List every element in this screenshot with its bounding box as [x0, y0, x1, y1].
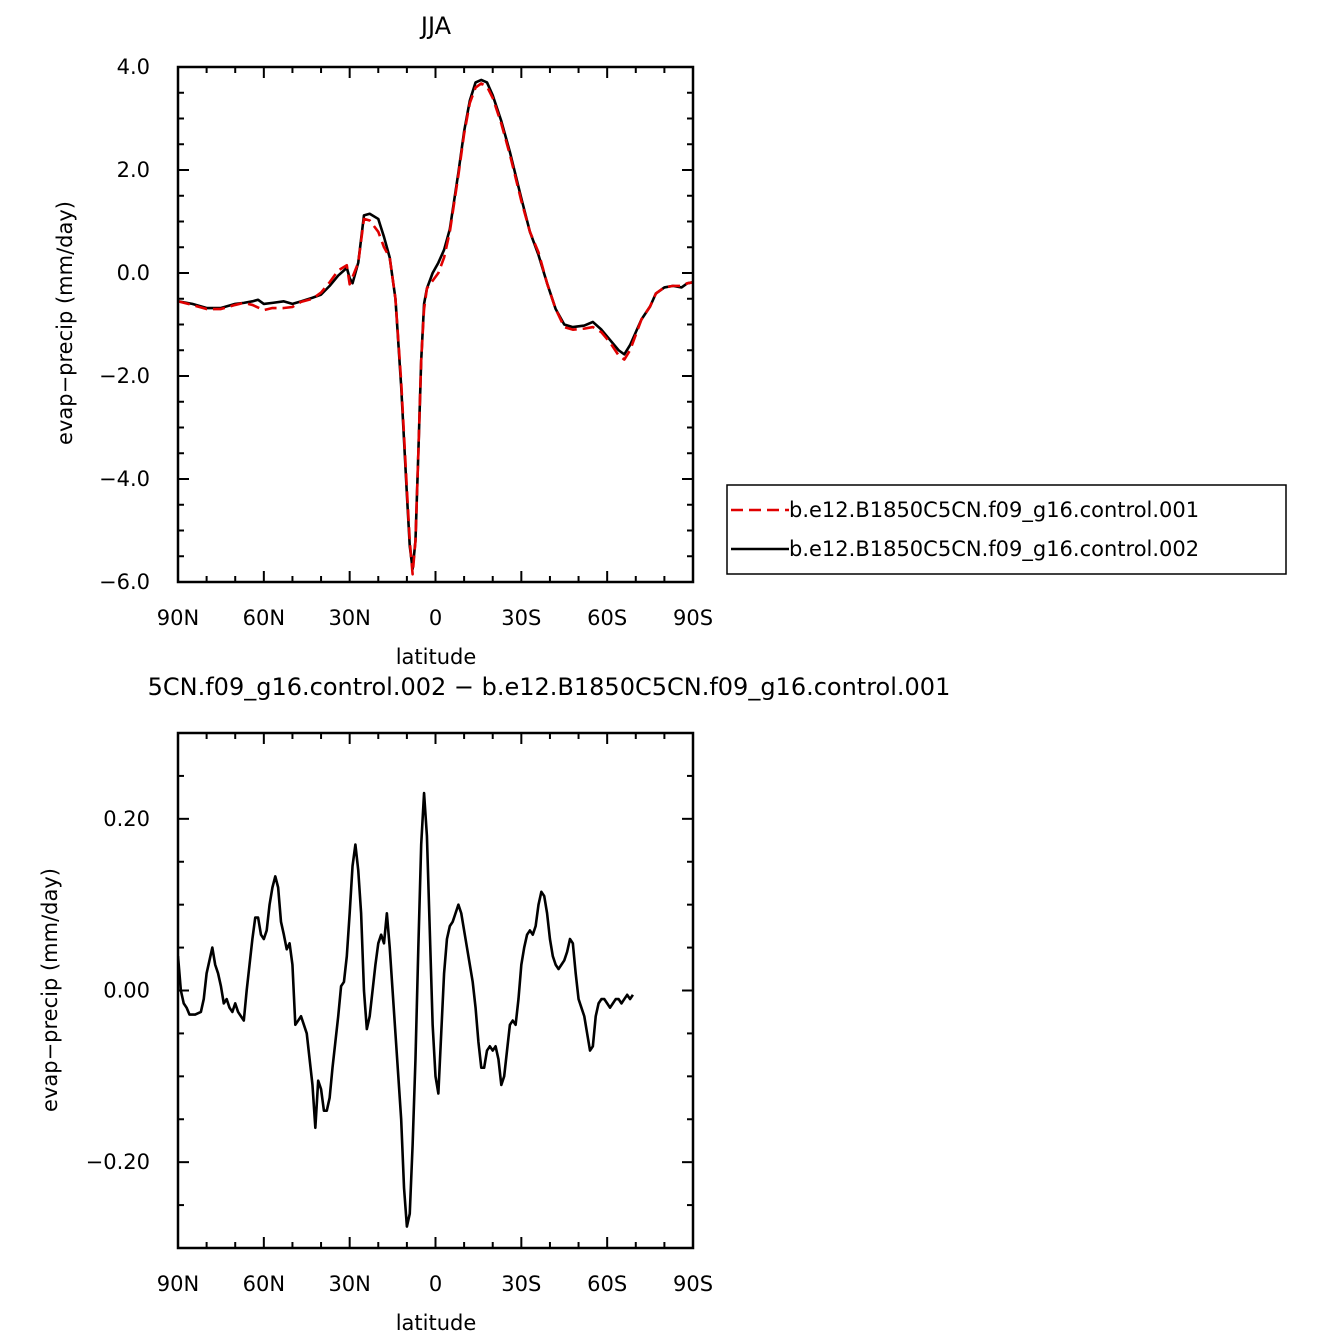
- x-tick-label: 30S: [501, 1272, 541, 1296]
- bottom-x-axis-label: latitude: [396, 1311, 477, 1335]
- x-tick-label: 90S: [673, 606, 713, 630]
- y-tick-label: 0.0: [117, 261, 150, 285]
- y-tick-label: −0.20: [86, 1150, 150, 1174]
- x-tick-label: 60S: [587, 1272, 627, 1296]
- x-tick-label: 0: [429, 1272, 442, 1296]
- top-x-axis-label: latitude: [396, 645, 477, 669]
- x-tick-label: 60N: [243, 606, 285, 630]
- x-tick-label: 30N: [328, 1272, 370, 1296]
- legend-entry-series-1: b.e12.B1850C5CN.f09_g16.control.001: [789, 498, 1199, 523]
- top-chart-title: JJA: [419, 12, 452, 40]
- x-tick-label: 90S: [673, 1272, 713, 1296]
- legend-entry-series-2: b.e12.B1850C5CN.f09_g16.control.002: [789, 537, 1199, 562]
- top-series-line-2: [178, 78, 693, 571]
- y-tick-label: 4.0: [117, 55, 150, 79]
- x-tick-label: 60N: [243, 1272, 285, 1296]
- bottom-chart-title: 5CN.f09_g16.control.002 − b.e12.B1850C5C…: [148, 673, 951, 701]
- y-tick-label: 2.0: [117, 158, 150, 182]
- y-tick-label: −6.0: [99, 570, 150, 594]
- top-series-line-1: [178, 82, 693, 576]
- top-y-axis-label: evap−precip (mm/day): [53, 201, 77, 445]
- top-plot-frame: [176, 65, 695, 584]
- legend: b.e12.B1850C5CN.f09_g16.control.001 b.e1…: [726, 484, 1287, 575]
- y-tick-label: −4.0: [99, 467, 150, 491]
- bottom-plot-frame: [176, 731, 695, 1250]
- y-tick-label: 0.00: [103, 979, 150, 1003]
- top-chart: JJA 90N 60N 30N 0 30S 60S 90S −6.0 −4.0 −2.0 0.0 2.…: [53, 12, 1287, 669]
- x-tick-label: 30S: [501, 606, 541, 630]
- x-tick-label: 30N: [328, 606, 370, 630]
- y-tick-label: 0.20: [103, 807, 150, 831]
- bottom-series-line-1: [178, 791, 635, 1228]
- legend-box: [726, 484, 1287, 575]
- x-tick-label: 60S: [587, 606, 627, 630]
- y-tick-label: −2.0: [99, 364, 150, 388]
- x-tick-label: 90N: [157, 606, 199, 630]
- bottom-chart: 5CN.f09_g16.control.002 − b.e12.B1850C5C…: [38, 673, 950, 1335]
- x-tick-label: 90N: [157, 1272, 199, 1296]
- x-tick-label: 0: [429, 606, 442, 630]
- bottom-y-axis-label: evap−precip (mm/day): [38, 868, 62, 1112]
